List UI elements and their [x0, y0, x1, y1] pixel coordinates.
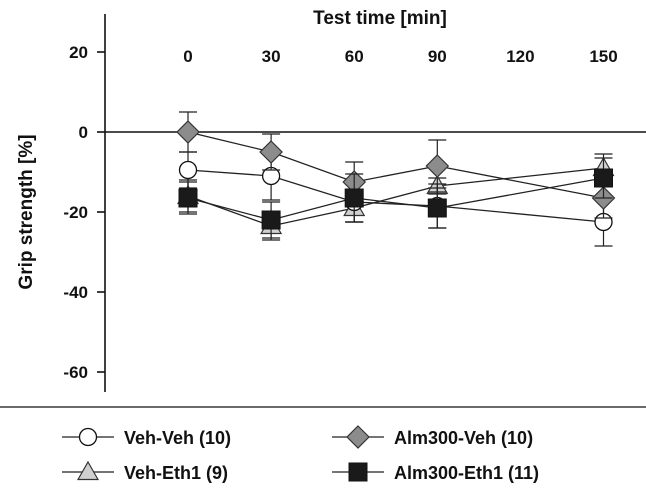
- x-tick-label: 120: [506, 47, 534, 66]
- legend-label: Veh-Veh (10): [124, 428, 231, 448]
- series-circle: [178, 151, 613, 247]
- x-tick-label: 60: [345, 47, 364, 66]
- x-tick-label: 150: [589, 47, 617, 66]
- y-tick-label: -20: [63, 203, 88, 222]
- legend-marker-triangle: [76, 460, 100, 481]
- data-point-square: [594, 168, 613, 188]
- data-point-square: [178, 188, 198, 208]
- x-tick-label: 30: [262, 47, 281, 66]
- y-tick-label: -60: [63, 363, 88, 382]
- legend-label: Alm300-Eth1 (11): [394, 463, 539, 483]
- series-group: [176, 111, 616, 247]
- x-tick-labels: 0 30 60 90 120 150: [183, 47, 617, 66]
- x-tick-label: 90: [428, 47, 447, 66]
- legend: Veh-Veh (10) Veh-Eth1 (9) Alm300-Veh (10) A…: [62, 425, 539, 483]
- series-triangle: [176, 153, 615, 241]
- legend-item: Alm300-Eth1 (11): [332, 462, 539, 483]
- data-point-square: [261, 210, 281, 230]
- data-point-square: [427, 198, 447, 218]
- legend-label: Veh-Eth1 (9): [124, 463, 228, 483]
- x-tick-label: 0: [183, 47, 192, 66]
- data-point-diamond: [176, 120, 200, 144]
- legend-label: Alm300-Veh (10): [394, 428, 533, 448]
- y-axis: 20 0 -20 -40 -60: [63, 43, 105, 382]
- data-point-diamond: [259, 140, 283, 164]
- y-tick-label: 0: [79, 123, 88, 142]
- series-square: [178, 157, 613, 239]
- legend-marker-square: [348, 462, 368, 482]
- legend-item: Veh-Veh (10): [62, 427, 231, 448]
- chart-title: Test time [min]: [313, 8, 447, 29]
- series-line: [187, 167, 604, 227]
- data-point-diamond: [425, 154, 450, 178]
- y-tick-label: 20: [69, 43, 88, 62]
- y-tick-label: -40: [63, 283, 88, 302]
- series-diamond: [176, 111, 616, 219]
- series-line: [187, 131, 604, 199]
- legend-marker-circle: [78, 427, 98, 447]
- y-axis-label: Grip strength [%]: [16, 134, 37, 289]
- series-line: [187, 177, 604, 221]
- data-point-circle: [178, 160, 198, 180]
- data-point-square: [344, 188, 364, 208]
- axes-frame: [0, 14, 646, 408]
- legend-item: Alm300-Veh (10): [332, 425, 533, 449]
- legend-marker-diamond: [346, 425, 370, 449]
- legend-item: Veh-Eth1 (9): [62, 460, 228, 483]
